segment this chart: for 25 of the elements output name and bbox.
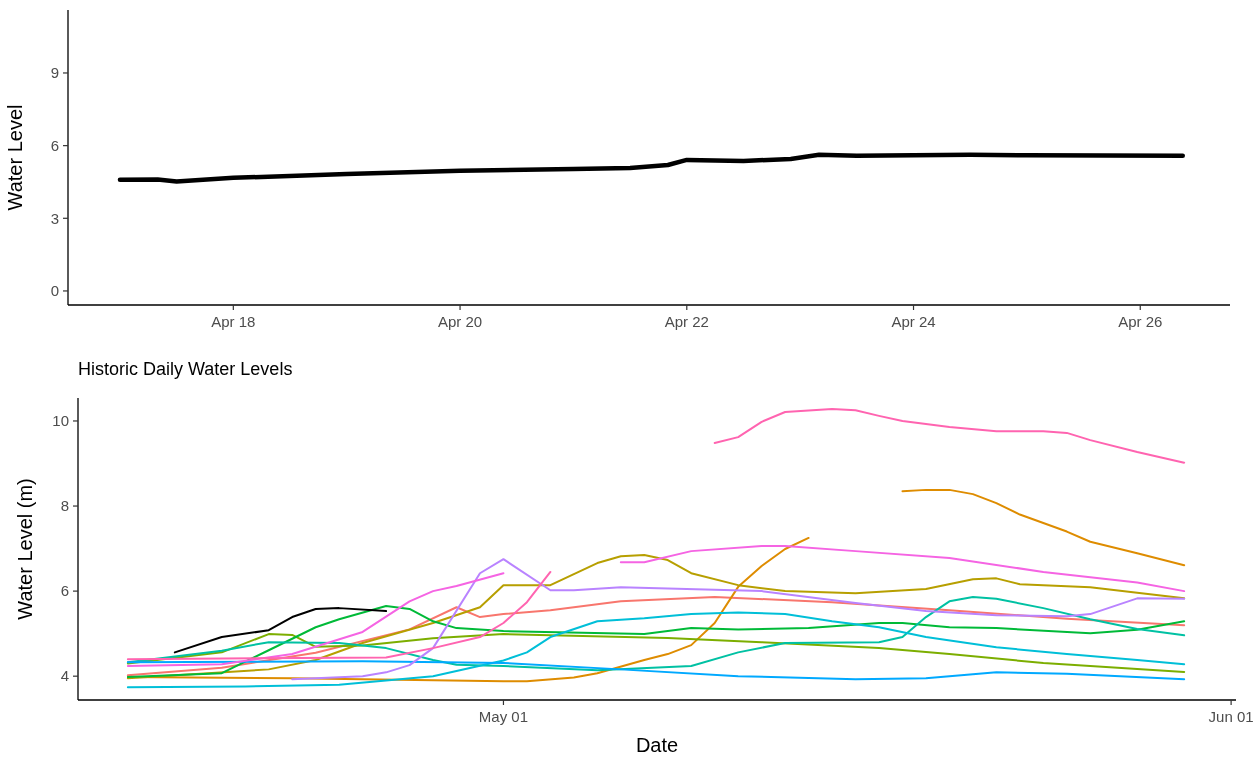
y-tick-label: 4 [60,667,69,685]
line-series [126,611,1186,689]
x-tick-label: Apr 26 [1118,313,1163,330]
line-series [126,553,1186,680]
y-tick-label: 6 [60,582,69,600]
line-series [291,558,1186,681]
x-tick-label: Apr 20 [437,313,483,330]
x-tick-label: Apr 18 [211,313,256,330]
x-tick-label: May 01 [478,708,529,725]
x-tick-label: Apr 22 [664,313,709,330]
line-series [173,607,388,654]
y-axis-title: Water Level (m) [14,478,36,620]
x-tick-label: Apr 24 [891,313,936,330]
y-tick-label: 3 [50,209,59,227]
line-series [126,660,1186,681]
y-tick-label: 9 [50,64,59,82]
x-tick-label: Jun 01 [1208,708,1254,725]
y-axis-title: Water Level [4,104,26,211]
y-tick-label: 0 [50,282,59,300]
line-series [126,633,1186,673]
y-tick-label: 10 [52,412,69,430]
y-tick-label: 8 [60,497,69,515]
y-tick-label: 6 [50,136,59,154]
x-axis-title: Date [635,734,679,756]
chart-title: Historic Daily Water Levels [78,359,293,379]
